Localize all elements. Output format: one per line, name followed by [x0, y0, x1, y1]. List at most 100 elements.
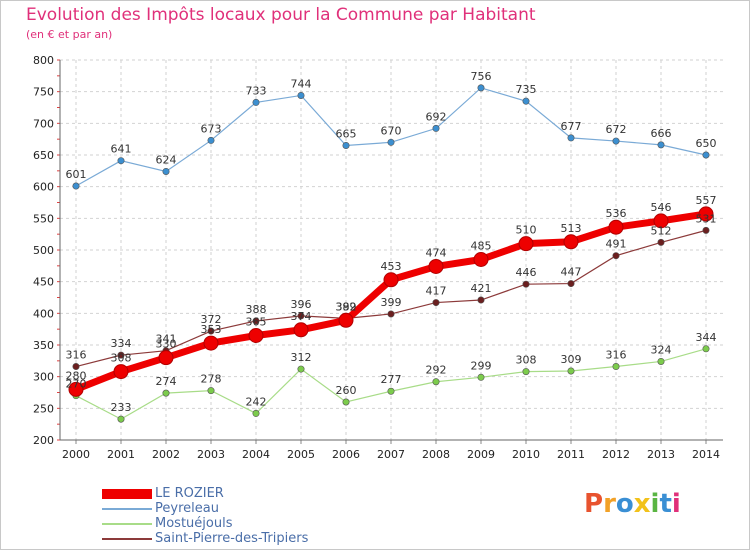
- data-label-le-rozier: 374: [291, 310, 312, 323]
- data-label-mostuejouls: 324: [651, 343, 672, 356]
- data-label-saint-pierre-des-tripiers: 341: [156, 333, 177, 346]
- data-point-le-rozier: [68, 381, 84, 397]
- data-point-le-rozier: [338, 312, 354, 328]
- data-point-le-rozier: [383, 272, 399, 288]
- y-tick-label: 550: [33, 212, 54, 225]
- legend-item-le-rozier[interactable]: LE ROZIER: [102, 486, 308, 501]
- y-tick-label: 600: [33, 181, 54, 194]
- data-point-le-rozier: [473, 252, 489, 267]
- data-label-peyreleau: 665: [336, 128, 357, 141]
- data-point-saint-pierre-des-tripiers: [477, 296, 485, 304]
- legend-label-peyreleau: Peyreleau: [155, 501, 219, 516]
- x-tick-label: 2012: [602, 448, 630, 461]
- x-tick-label: 2000: [62, 448, 90, 461]
- data-label-peyreleau: 677: [561, 120, 582, 133]
- data-point-le-rozier: [248, 328, 264, 343]
- data-point-peyreleau: [162, 167, 170, 175]
- data-point-saint-pierre-des-tripiers: [522, 280, 530, 288]
- data-label-peyreleau: 733: [246, 84, 267, 97]
- data-label-saint-pierre-des-tripiers: 531: [696, 212, 717, 225]
- legend-item-mostuejouls[interactable]: Mostuéjouls: [102, 516, 308, 531]
- data-label-peyreleau: 673: [201, 122, 222, 135]
- data-point-peyreleau: [522, 97, 530, 105]
- x-tick-label: 2006: [332, 448, 360, 461]
- data-label-saint-pierre-des-tripiers: 417: [426, 285, 447, 298]
- data-point-peyreleau: [252, 98, 260, 106]
- data-point-saint-pierre-des-tripiers: [72, 363, 80, 371]
- data-label-mostuejouls: 270: [66, 378, 87, 391]
- data-label-le-rozier: 280: [66, 369, 87, 382]
- legend-swatch-saint-pierre-des-tripiers: [102, 537, 152, 540]
- data-label-le-rozier: 330: [156, 338, 177, 351]
- data-point-mostuejouls: [477, 373, 485, 381]
- data-label-peyreleau: 735: [516, 83, 537, 96]
- data-point-peyreleau: [387, 138, 395, 146]
- x-tick-label: 2004: [242, 448, 270, 461]
- data-point-mostuejouls: [162, 389, 170, 397]
- data-point-peyreleau: [477, 84, 485, 92]
- data-label-peyreleau: 670: [381, 124, 402, 137]
- legend-item-peyreleau[interactable]: Peyreleau: [102, 501, 308, 516]
- data-label-peyreleau: 666: [651, 127, 672, 140]
- data-label-mostuejouls: 260: [336, 384, 357, 397]
- data-label-saint-pierre-des-tripiers: 392: [336, 300, 357, 313]
- data-label-peyreleau: 641: [111, 143, 132, 156]
- data-label-le-rozier: 546: [651, 201, 672, 214]
- data-label-le-rozier: 536: [606, 207, 627, 220]
- data-point-saint-pierre-des-tripiers: [207, 327, 215, 335]
- logo-letter: t: [659, 489, 672, 519]
- data-label-peyreleau: 756: [471, 70, 492, 83]
- data-point-peyreleau: [72, 182, 80, 190]
- data-label-peyreleau: 624: [156, 153, 177, 166]
- y-tick-label: 250: [33, 402, 54, 415]
- data-point-le-rozier: [428, 258, 444, 274]
- data-point-peyreleau: [702, 151, 710, 159]
- data-label-mostuejouls: 316: [606, 349, 627, 362]
- data-point-saint-pierre-des-tripiers: [612, 252, 620, 260]
- logo-letter: i: [650, 489, 660, 519]
- data-label-saint-pierre-des-tripiers: 421: [471, 282, 492, 295]
- data-label-peyreleau: 650: [696, 137, 717, 150]
- data-label-peyreleau: 744: [291, 77, 312, 90]
- data-point-le-rozier: [203, 335, 219, 351]
- data-label-saint-pierre-des-tripiers: 399: [381, 296, 402, 309]
- y-tick-label: 750: [33, 86, 54, 99]
- chart-title: Evolution des Impôts locaux pour la Comm…: [26, 5, 536, 25]
- data-label-mostuejouls: 233: [111, 401, 132, 414]
- logo-letter: x: [633, 489, 651, 519]
- data-point-peyreleau: [657, 141, 665, 149]
- data-point-le-rozier: [113, 364, 129, 380]
- data-label-saint-pierre-des-tripiers: 396: [291, 298, 312, 311]
- data-label-le-rozier: 308: [111, 352, 132, 365]
- legend-item-saint-pierre-des-tripiers[interactable]: Saint-Pierre-des-Tripiers: [102, 531, 308, 546]
- data-label-mostuejouls: 277: [381, 373, 402, 386]
- x-tick-label: 2005: [287, 448, 315, 461]
- legend-swatch-mostuejouls: [102, 522, 152, 525]
- line-chart: 200 250 300 350 400 450 500 550 600 650 700 750 800 2…: [33, 54, 723, 461]
- logo-letter: o: [615, 489, 634, 519]
- data-point-mostuejouls: [657, 357, 665, 365]
- x-tick-label: 2009: [467, 448, 495, 461]
- data-label-le-rozier: 485: [471, 240, 492, 253]
- data-point-peyreleau: [117, 157, 125, 165]
- data-label-peyreleau: 692: [426, 110, 447, 123]
- proxiti-logo: Proxiti: [584, 489, 681, 519]
- data-label-mostuejouls: 309: [561, 353, 582, 366]
- data-point-mostuejouls: [612, 363, 620, 371]
- data-point-mostuejouls: [522, 368, 530, 376]
- data-label-saint-pierre-des-tripiers: 388: [246, 303, 267, 316]
- data-label-le-rozier: 557: [696, 194, 717, 207]
- x-tick-label: 2013: [647, 448, 675, 461]
- data-point-peyreleau: [612, 137, 620, 145]
- y-tick-label: 200: [33, 434, 54, 447]
- data-point-saint-pierre-des-tripiers: [702, 226, 710, 234]
- data-point-saint-pierre-des-tripiers: [117, 351, 125, 359]
- data-label-mostuejouls: 242: [246, 395, 267, 408]
- x-tick-label: 2014: [692, 448, 720, 461]
- data-label-saint-pierre-des-tripiers: 447: [561, 266, 582, 279]
- data-point-saint-pierre-des-tripiers: [432, 299, 440, 307]
- data-label-le-rozier: 513: [561, 222, 582, 235]
- data-label-saint-pierre-des-tripiers: 491: [606, 238, 627, 251]
- data-point-saint-pierre-des-tripiers: [252, 317, 260, 325]
- data-point-le-rozier: [293, 322, 309, 338]
